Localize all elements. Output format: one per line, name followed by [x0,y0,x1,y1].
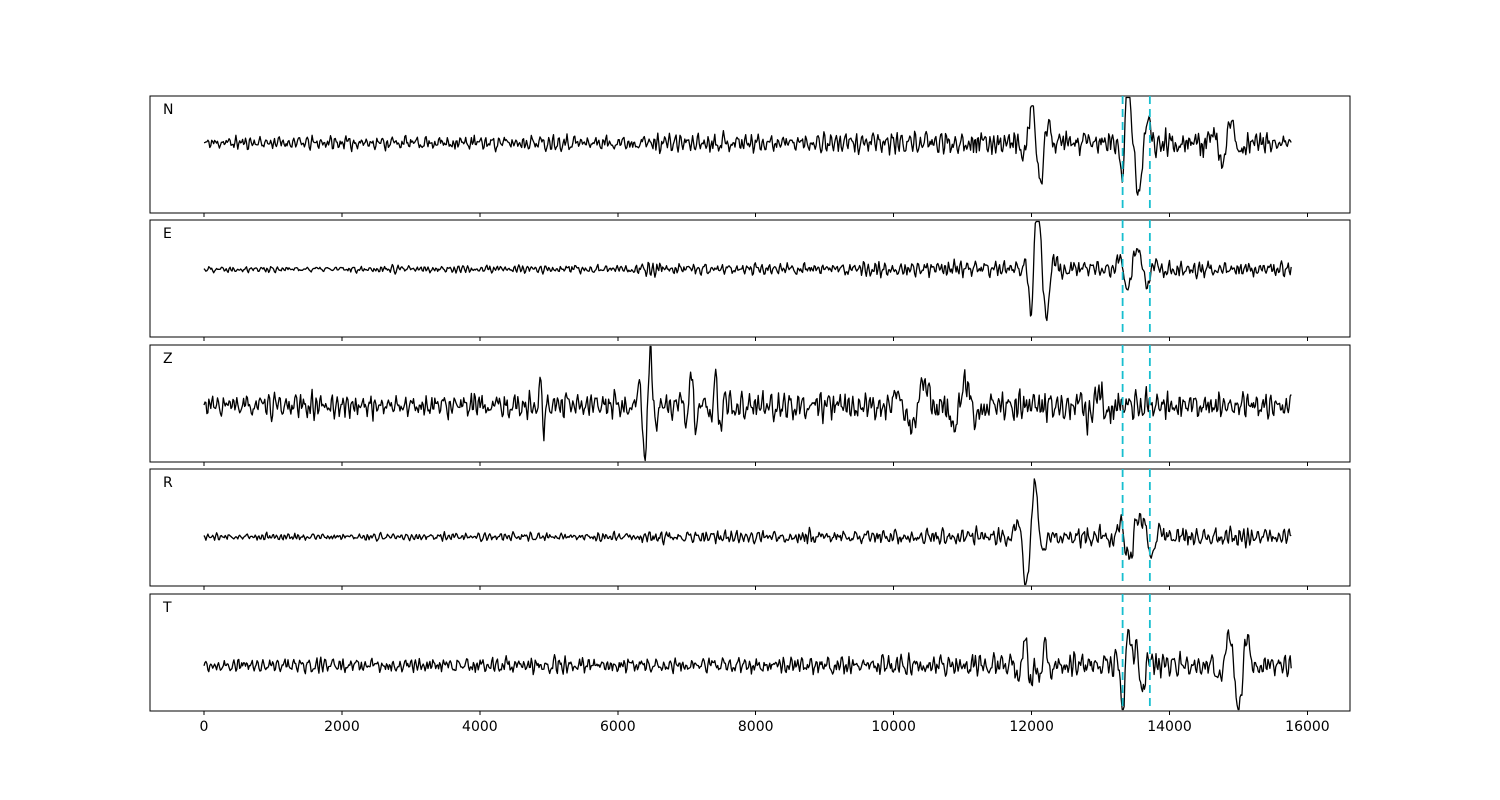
panel-frame-N [149,95,1351,214]
x-tick-label: 2000 [324,719,360,735]
panel-frame-R [149,468,1351,587]
panel-frame-E [149,219,1351,338]
panel-label-T: T [162,600,172,616]
panel-label-R: R [163,475,173,491]
panel-label-Z: Z [163,351,173,367]
x-tick-label: 12000 [1009,719,1054,735]
panel-label-E: E [163,226,172,242]
trace-R [203,478,1292,586]
x-tick-label: 0 [200,719,209,735]
x-tick-label: 10000 [871,719,916,735]
x-tick-label: 4000 [462,719,498,735]
x-tick-label: 14000 [1147,719,1192,735]
trace-E [203,220,1292,322]
x-tick-label: 8000 [738,719,774,735]
trace-T [203,628,1292,711]
x-tick-label: 16000 [1285,719,1330,735]
panel-label-N: N [163,102,173,118]
trace-N [203,96,1292,196]
panel-frame-T [149,593,1351,712]
trace-Z [203,345,1292,462]
x-tick-label: 6000 [600,719,636,735]
